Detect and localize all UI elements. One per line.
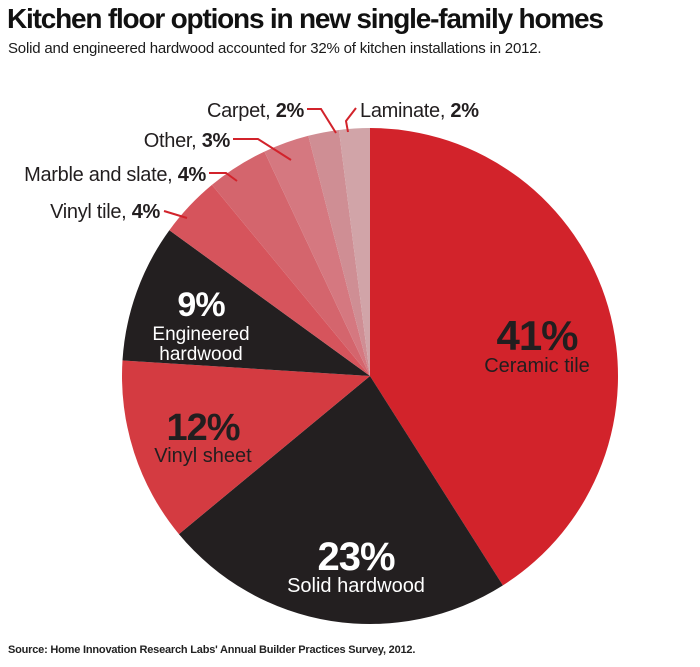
- callout-group-laminate: Laminate, 2%: [344, 100, 480, 133]
- callout-group-carpet: Carpet, 2%: [207, 100, 337, 134]
- pie-slice-marble-and-slate: [211, 151, 370, 376]
- leader-line-laminate: [344, 107, 357, 133]
- leader-line-marble-and-slate: [209, 172, 238, 182]
- leader-line-vinyl-tile: [163, 210, 188, 219]
- slice-label-group-vinyl-sheet: 12%Vinyl sheet: [154, 407, 252, 467]
- slice-pct-label-engineered-hardwood: 9%: [177, 286, 225, 324]
- leader-line-carpet: [307, 108, 337, 134]
- pie-slice-vinyl-tile: [169, 184, 370, 376]
- slice-pct-label-solid-hardwood: 23%: [317, 535, 394, 579]
- pie-slice-ceramic-tile: [370, 128, 618, 586]
- callout-label-carpet: Carpet, 2%: [207, 100, 305, 122]
- chart-subtitle: Solid and engineered hardwood accounted …: [8, 40, 542, 57]
- pie-slice-engineered-hardwood: [122, 230, 371, 376]
- slice-name-label-engineered-hardwood-line-2: hardwood: [159, 344, 242, 365]
- slice-label-group-ceramic-tile: 41%Ceramic tile: [484, 312, 590, 377]
- callout-group-other: Other, 3%: [144, 130, 292, 161]
- source-note: Source: Home Innovation Research Labs' A…: [8, 644, 416, 656]
- chart-title: Kitchen floor options in new single-fami…: [7, 3, 604, 34]
- pie-slice-laminate: [338, 128, 370, 376]
- callout-label-vinyl-tile: Vinyl tile, 4%: [50, 201, 160, 223]
- slice-name-label-engineered-hardwood-line-1: Engineered: [152, 324, 249, 345]
- callout-label-other: Other, 3%: [144, 130, 231, 152]
- slice-name-label-vinyl-sheet: Vinyl sheet: [154, 445, 252, 467]
- pie-slice-carpet: [308, 129, 370, 376]
- slice-label-group-solid-hardwood: 23%Solid hardwood: [287, 535, 425, 597]
- callout-group-vinyl-tile: Vinyl tile, 4%: [50, 201, 188, 223]
- slice-name-label-ceramic-tile: Ceramic tile: [484, 355, 590, 377]
- slice-pct-label-vinyl-sheet: 12%: [166, 407, 239, 449]
- callout-group-marble-and-slate: Marble and slate, 4%: [24, 164, 238, 186]
- slice-pct-label-ceramic-tile: 41%: [496, 312, 578, 359]
- callout-label-marble-and-slate: Marble and slate, 4%: [24, 164, 206, 186]
- leader-line-other: [233, 138, 292, 161]
- pie-slice-vinyl-sheet: [122, 360, 370, 535]
- callout-label-laminate: Laminate, 2%: [360, 100, 479, 122]
- pie-slice-solid-hardwood: [178, 376, 503, 625]
- slice-name-label-solid-hardwood: Solid hardwood: [287, 575, 425, 597]
- pie-slice-other: [264, 135, 370, 376]
